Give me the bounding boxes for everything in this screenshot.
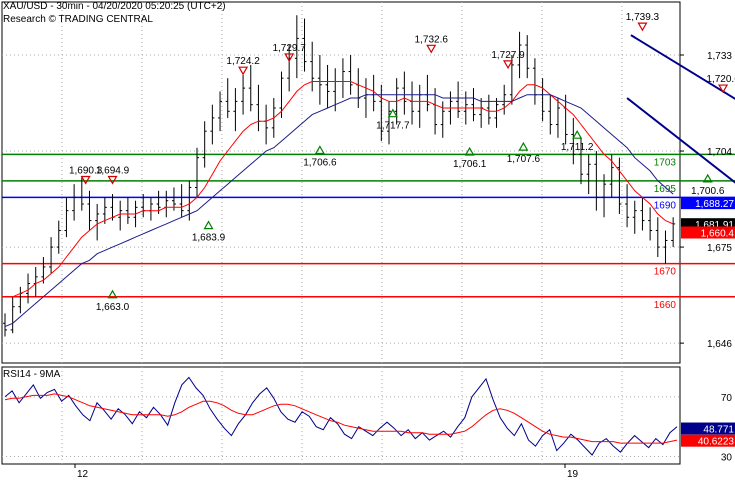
rsi-tag-label: 48.771 [703,425,734,436]
chart-credit: Research © TRADING CENTRAL [3,14,153,25]
rsi-tag-label: 40.6223 [698,437,735,448]
price-axis-label: 1,733 [707,51,732,62]
swing-low-label: 1,707.6 [507,154,541,165]
swing-low-label: 1,706.1 [453,159,487,170]
rsi-axis-label: 30 [721,453,733,464]
axes: 1,6461,6751,7041,7331,688.271,681.911,66… [74,51,735,480]
rsi-tag-box [681,422,735,435]
price-tag-label: 1,660.4 [701,229,735,240]
price-panel-frame [1,1,681,364]
channel-line [630,34,735,100]
rsi-panel-frame [1,366,681,465]
swing-low-marker [314,145,325,155]
swing-high-marker [238,66,249,76]
swing-low-label: 1,711.2 [561,142,594,153]
swing-high-marker [80,175,91,185]
level-label: 1690 [654,200,677,211]
moving-averages [4,81,674,328]
trend-channel [626,34,735,184]
price-axis-label: 1,646 [707,339,732,350]
swing-low-label: 1,663.0 [96,302,130,313]
chart-title: XAU/USD - 30min - 04/20/2020 05:20:25 (U… [3,1,226,12]
swing-high-label: 1,724.2 [226,56,260,67]
swing-low-marker [702,173,713,183]
swing-low-label: 1,706.6 [303,157,337,168]
swing-low-label: 1,683.9 [192,233,226,244]
rsi-panel: RSI14 - 9MA [3,369,678,456]
price-annotations: 1,690.31,694.9 1,663.0 1,683.9 1,724.2 1,729… [69,12,735,313]
channel-line [626,97,735,184]
x-axis-label: 19 [567,469,579,480]
swing-low-label: 1,700.6 [691,186,725,197]
swing-high-label: 1,720.6 [706,74,735,85]
swing-low-marker [387,108,398,118]
swing-high-label: 1,727.9 [491,50,525,61]
horizontal-levels: 1703 1695 1690 1670 1660 [2,153,735,311]
swing-low-marker [464,146,475,156]
rsi-panel-title: RSI14 - 9MA [3,369,61,380]
swing-low-marker [203,220,214,230]
swing-high-label: 1,690.3 [69,165,103,176]
swing-high-marker [503,60,514,70]
moving-average-2 [4,94,674,328]
price-tag-box [681,197,735,210]
swing-low-marker [572,129,583,139]
x-axis-label: 12 [77,469,89,480]
swing-high-marker [107,175,118,185]
swing-low-label: 1,717.7 [376,121,410,132]
price-tag-box [681,226,735,239]
level-label: 1660 [654,300,677,311]
price-tag-label: 1,681.91 [695,220,734,231]
level-label: 1670 [654,267,677,278]
price-tag-label: 1,688.27 [695,199,734,210]
grid [1,1,681,465]
rsi-series-1 [4,376,678,456]
swing-high-marker [284,53,295,63]
rsi-axis-label: 70 [721,393,733,404]
rsi-series-2 [4,393,678,444]
level-label: 1695 [654,184,677,195]
rsi-tag-box [681,434,735,447]
moving-average-1 [5,81,674,298]
swing-high-marker [426,44,437,54]
price-axis-label: 1,704 [707,147,732,158]
swing-high-label: 1,729.7 [272,43,306,54]
swing-low-marker [518,141,529,151]
swing-low-marker [107,289,118,299]
swing-high-label: 1,739.3 [626,12,660,23]
swing-high-marker [718,84,729,94]
price-axis-label: 1,675 [707,243,732,254]
swing-high-label: 1,732.6 [415,34,449,45]
swing-high-marker [637,22,648,32]
level-label: 1703 [654,157,677,168]
candlesticks [3,15,676,337]
swing-high-label: 1,694.9 [96,165,130,176]
